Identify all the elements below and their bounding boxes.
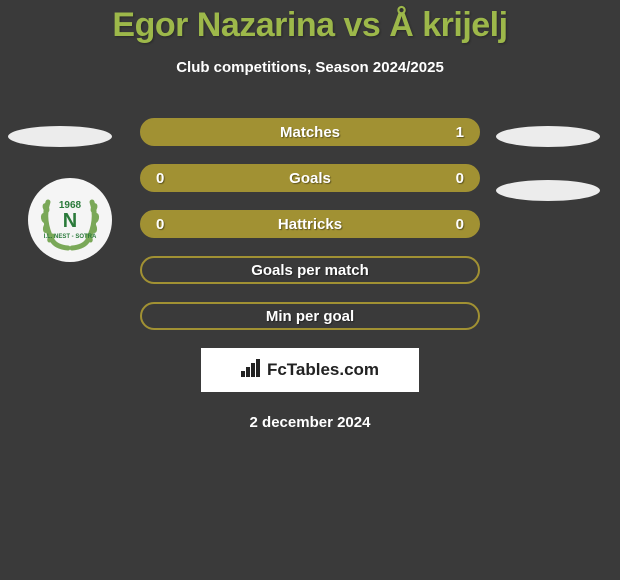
stat-label: Hattricks: [278, 216, 342, 233]
watermark-text: FcTables.com: [267, 360, 379, 380]
date-text: 2 december 2024: [0, 414, 620, 431]
right-player-marker-group: [496, 126, 600, 201]
club-logo-inner: 1968 N I.L. NEST - SOTRA: [34, 184, 106, 256]
logo-club-name: I.L. NEST - SOTRA: [44, 234, 97, 240]
stat-right-value: 0: [456, 216, 464, 233]
player-blob-right-2: [496, 180, 600, 201]
logo-letter: N: [63, 210, 77, 233]
watermark-box: FcTables.com: [201, 348, 419, 392]
stat-right-value: 1: [456, 124, 464, 141]
stat-label: Goals per match: [251, 262, 369, 279]
stat-left-value: 0: [156, 216, 164, 233]
left-player-marker-group: [8, 126, 112, 147]
stat-row-goals: 0 Goals 0: [140, 164, 480, 192]
player-blob-left: [8, 126, 112, 147]
stat-label: Goals: [289, 170, 331, 187]
stat-row-matches: Matches 1: [140, 118, 480, 146]
stat-right-value: 0: [456, 170, 464, 187]
stat-row-hattricks: 0 Hattricks 0: [140, 210, 480, 238]
stat-label: Min per goal: [266, 308, 354, 325]
stat-row-min-per-goal: Min per goal: [140, 302, 480, 330]
bar-chart-icon: [241, 359, 263, 382]
comparison-title: Egor Nazarina vs Å krijelj: [0, 0, 620, 45]
stat-left-value: 0: [156, 170, 164, 187]
stat-row-goals-per-match: Goals per match: [140, 256, 480, 284]
competition-subtitle: Club competitions, Season 2024/2025: [0, 59, 620, 76]
club-logo: 1968 N I.L. NEST - SOTRA: [28, 178, 112, 262]
stat-label: Matches: [280, 124, 340, 141]
player-blob-right-1: [496, 126, 600, 147]
